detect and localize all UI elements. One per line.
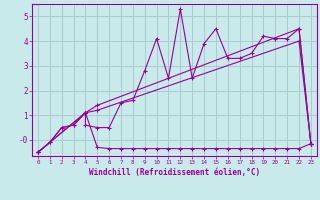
X-axis label: Windchill (Refroidissement éolien,°C): Windchill (Refroidissement éolien,°C) [89, 168, 260, 177]
